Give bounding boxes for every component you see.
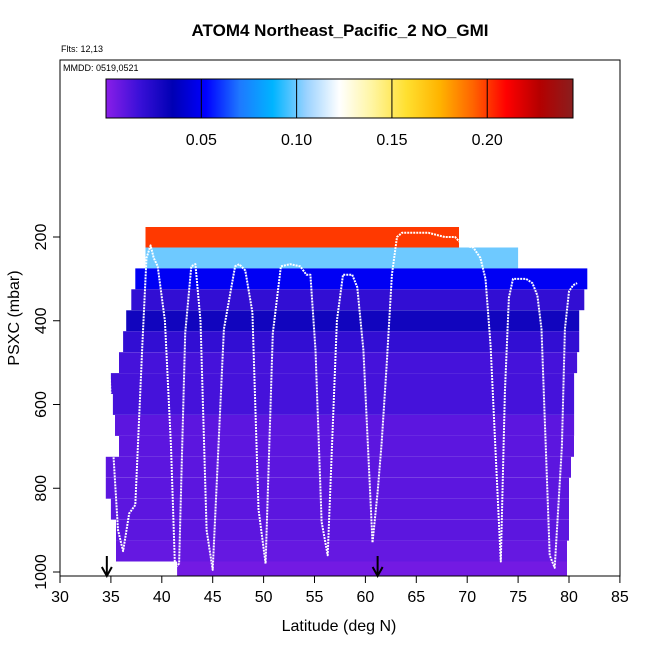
x-tick-label: 55 <box>306 589 324 606</box>
x-tick-label: 50 <box>255 589 273 606</box>
y-tick-label: 1000 <box>33 554 50 590</box>
y-tick-label: 400 <box>33 307 50 334</box>
colorbar: 0.05 0.10 0.15 0.20 <box>105 78 574 149</box>
x-tick-label: 80 <box>560 589 578 606</box>
heatmap-cell <box>119 435 574 457</box>
heatmap-cell <box>105 456 572 478</box>
flights-label: Flts: 12,13 <box>61 44 103 54</box>
x-tick-label: 85 <box>611 589 629 606</box>
x-tick-label: 45 <box>204 589 222 606</box>
heatmap-cell <box>105 477 570 499</box>
x-axis-label: Latitude (deg N) <box>282 618 397 635</box>
heatmap-cell <box>126 310 580 332</box>
heatmap-cell <box>119 352 578 374</box>
x-tick-label: 70 <box>458 589 476 606</box>
date-label: MMDD: 0519,0521 <box>63 63 139 73</box>
colorbar-tick-label: 0.15 <box>376 132 407 149</box>
markers <box>100 556 384 579</box>
plot-frame <box>59 59 621 577</box>
y-axis-label: PSXC (mbar) <box>6 270 23 365</box>
x-axis: 30 35 40 45 50 55 60 65 70 75 80 85 <box>51 576 629 606</box>
heatmap-cell <box>145 247 519 269</box>
latitude-marker-arrow <box>371 556 384 579</box>
heatmap-cell <box>112 394 575 415</box>
flight-track <box>105 231 578 571</box>
heatmap-cell <box>110 498 570 520</box>
colorbar-tick-label: 0.10 <box>281 132 312 149</box>
heatmap-cell <box>110 373 575 394</box>
heatmap-cell <box>123 331 580 353</box>
x-tick-label: 35 <box>102 589 120 606</box>
colorbar-tick-label: 0.20 <box>472 132 503 149</box>
y-tick-label: 800 <box>33 475 50 502</box>
chart-title: ATOM4 Northeast_Pacific_2 NO_GMI <box>192 21 489 40</box>
colorbar-gradient <box>105 78 574 119</box>
x-tick-label: 60 <box>357 589 375 606</box>
flight-track-line <box>105 231 578 571</box>
colorbar-tick-label: 0.05 <box>186 132 217 149</box>
heatmap-cell <box>116 540 567 562</box>
x-tick-label: 30 <box>51 589 69 606</box>
heatmap-cell <box>135 268 588 290</box>
heatmap-cell <box>177 561 567 576</box>
y-tick-label: 200 <box>33 224 50 251</box>
heatmap-cell <box>116 519 569 541</box>
x-tick-label: 65 <box>407 589 425 606</box>
y-axis: 200 400 600 800 1000 <box>33 224 60 590</box>
x-tick-label: 75 <box>509 589 527 606</box>
y-tick-label: 600 <box>33 391 50 418</box>
heatmap-cell <box>115 415 575 436</box>
x-tick-label: 40 <box>153 589 171 606</box>
latitude-marker-arrow <box>100 556 113 579</box>
heatmap-cell <box>145 227 459 248</box>
